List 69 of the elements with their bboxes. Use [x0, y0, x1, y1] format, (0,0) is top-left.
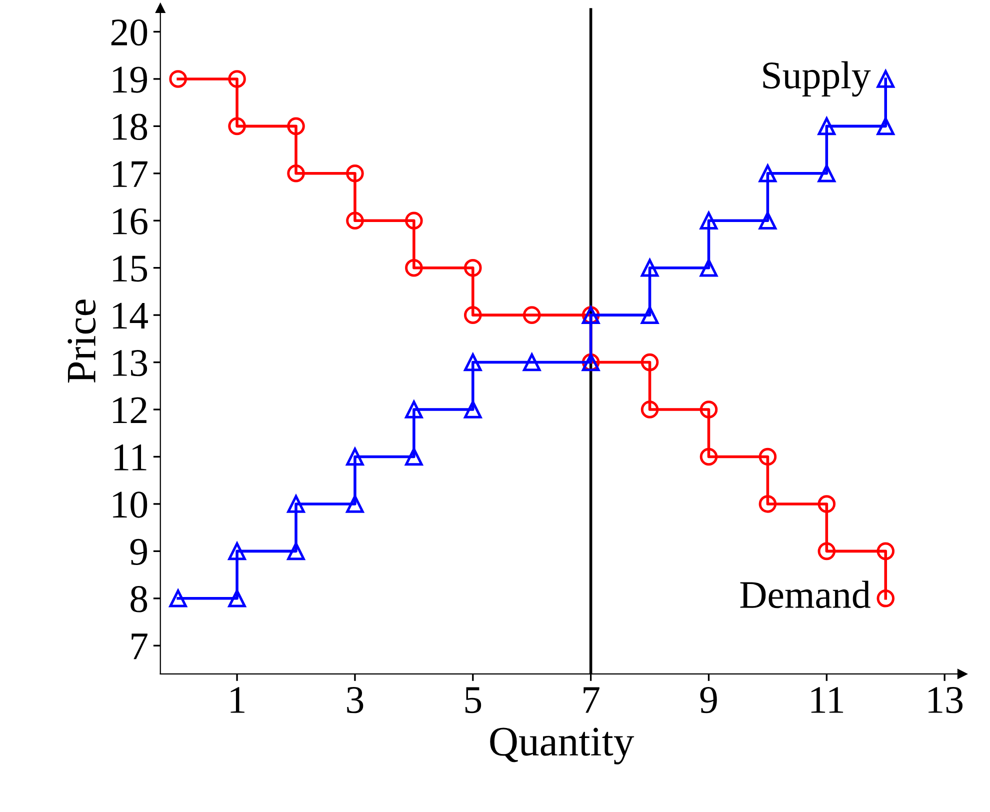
point	[640, 353, 659, 372]
point	[169, 70, 187, 88]
point	[758, 495, 777, 513]
point	[700, 212, 718, 230]
point	[876, 590, 895, 608]
point	[522, 306, 541, 324]
point	[522, 353, 541, 372]
x-tick-label: 1	[230, 687, 244, 713]
x-tick-label: 5	[465, 687, 482, 714]
y-tick-label: 9	[130, 538, 147, 566]
point	[464, 258, 482, 277]
point	[346, 448, 364, 466]
point	[228, 590, 246, 608]
y-tick-label: 18	[113, 114, 148, 140]
x-tick-label: 9	[700, 687, 717, 714]
point	[758, 164, 777, 182]
point	[464, 353, 482, 372]
point	[758, 448, 777, 466]
point	[876, 542, 895, 560]
series-label: Supply	[763, 61, 871, 97]
point	[640, 258, 659, 277]
point	[700, 258, 718, 277]
point	[700, 448, 718, 466]
point	[287, 164, 305, 182]
point	[346, 495, 364, 513]
point	[405, 258, 423, 277]
y-tick-label: 15	[113, 256, 148, 282]
point	[640, 400, 659, 418]
point	[700, 400, 718, 418]
x-tick-label: 11	[811, 687, 844, 713]
point	[228, 70, 246, 88]
y-tick-label: 14	[113, 302, 148, 329]
point	[818, 542, 836, 560]
point	[405, 212, 423, 230]
point	[464, 306, 482, 324]
point	[876, 117, 895, 136]
x-tick-label: 7	[584, 687, 600, 713]
y-tick-label: 8	[130, 586, 148, 612]
point	[287, 117, 305, 136]
point	[346, 164, 364, 182]
point	[640, 306, 659, 324]
y-tick-label: 16	[113, 208, 148, 234]
point	[228, 542, 246, 560]
point	[169, 590, 187, 608]
y-tick-label: 20	[111, 19, 148, 46]
point	[818, 164, 836, 182]
point	[287, 495, 305, 513]
point	[405, 400, 423, 418]
point	[818, 117, 836, 136]
point	[758, 212, 777, 230]
y-tick-label: 12	[113, 397, 146, 424]
y-tick-label: 13	[113, 350, 148, 376]
y-tick-label: 10	[113, 492, 148, 518]
y-tick-label: 17	[113, 161, 148, 187]
y-tick-label: 7	[132, 634, 148, 660]
point	[818, 495, 836, 513]
x-axis-title: Quantity	[490, 728, 634, 764]
point	[346, 212, 364, 230]
point	[228, 117, 246, 136]
y-axis-title: Price	[68, 300, 96, 383]
point	[287, 542, 305, 560]
x-tick-label: 3	[347, 687, 364, 714]
point	[876, 70, 895, 88]
point	[405, 448, 423, 466]
y-tick-label: 11	[114, 444, 146, 470]
series-label: Demand	[740, 580, 870, 608]
point	[464, 400, 482, 418]
y-tick-label: 19	[113, 66, 147, 93]
x-tick-label: 13	[928, 687, 963, 714]
